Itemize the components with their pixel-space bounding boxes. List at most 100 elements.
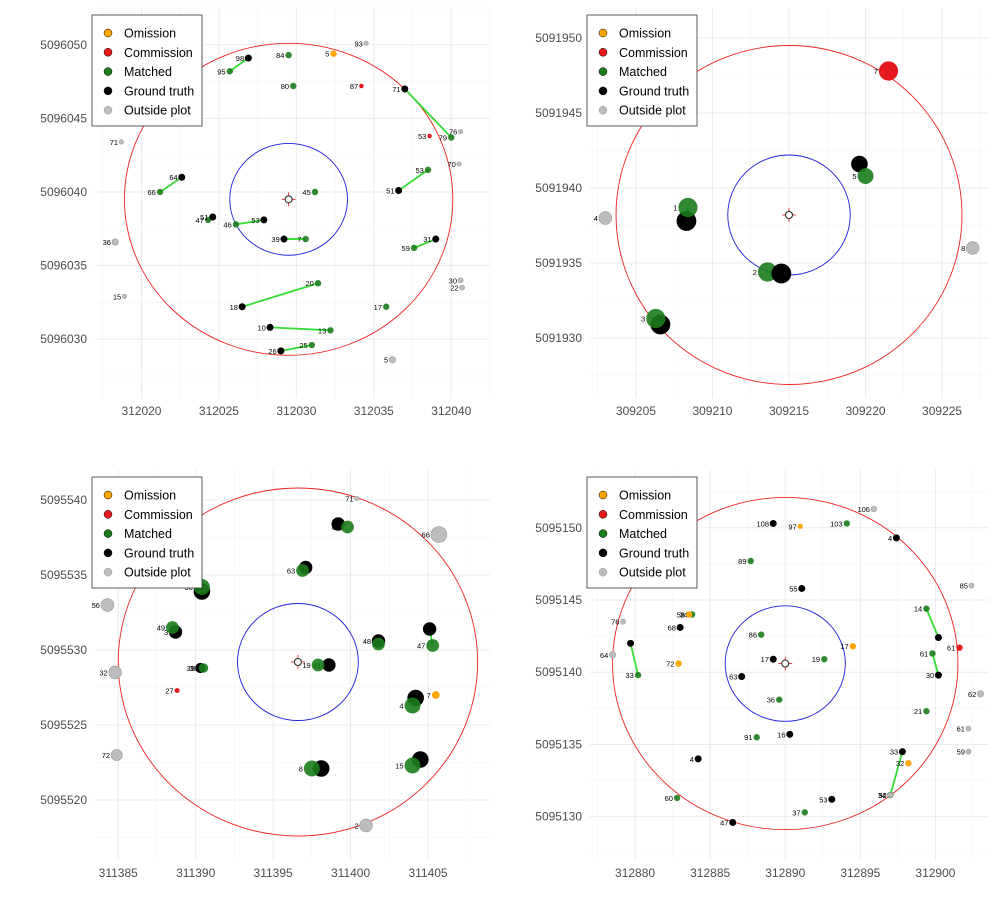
tree-point-matched bbox=[341, 520, 354, 534]
tree-id-label: 39 bbox=[271, 235, 279, 244]
tree-point-gt bbox=[934, 671, 942, 679]
tree-id-label: 36 bbox=[767, 696, 775, 705]
plot-center-marker bbox=[293, 658, 302, 666]
tree-point-gt bbox=[786, 730, 794, 738]
tree-point-commission bbox=[427, 133, 432, 139]
x-tick-label: 312030 bbox=[276, 404, 316, 418]
panel-bottom-right: 312880 312885 312890 312895 312900 5095130 509… bbox=[535, 470, 988, 880]
plot-center-marker bbox=[781, 659, 790, 668]
tree-id-label: 36 bbox=[103, 238, 111, 247]
tree-id-label: 49 bbox=[157, 624, 165, 633]
x-tick-label: 309225 bbox=[922, 404, 962, 418]
tree-point-gt bbox=[280, 235, 288, 243]
match-line bbox=[229, 57, 249, 73]
panel-bottom-left: 311385 311390 311395 311400 311405 5095520 509… bbox=[40, 470, 490, 880]
y-tick-label: 5096035 bbox=[40, 259, 87, 273]
tree-point-gt bbox=[769, 655, 777, 663]
legend: Omission Commission Matched Ground truth Out… bbox=[91, 476, 203, 589]
tree-id-label: 51 bbox=[200, 213, 208, 222]
match-line bbox=[159, 176, 183, 193]
tree-id-label: 14 bbox=[914, 605, 922, 614]
tree-point-outside bbox=[388, 356, 396, 364]
x-tick-label: 312040 bbox=[431, 404, 471, 418]
tree-point-matched bbox=[801, 809, 808, 816]
legend-matched-label: Matched bbox=[124, 527, 172, 541]
tree-point-matched bbox=[821, 656, 828, 663]
tree-point-omission bbox=[849, 643, 857, 650]
tree-id-label: 71 bbox=[392, 85, 400, 94]
tree-id-label: 46 bbox=[223, 220, 231, 229]
tree-id-label: 32 bbox=[99, 669, 107, 678]
legend-gt-label: Ground truth bbox=[124, 546, 194, 560]
tree-point-outside bbox=[459, 284, 465, 291]
tree-point-omission bbox=[905, 760, 912, 767]
tree-id-label: 4 bbox=[399, 702, 403, 711]
tree-point-matched bbox=[290, 82, 297, 90]
tree-id-label: 8 bbox=[961, 244, 965, 253]
x-tick-label: 312035 bbox=[354, 404, 394, 418]
x-tick-label: 312880 bbox=[615, 866, 655, 880]
tree-id-label: 62 bbox=[968, 690, 976, 699]
tree-id-label: 5 bbox=[325, 50, 329, 59]
tree-id-label: 5 bbox=[384, 356, 388, 365]
tree-id-label: 85 bbox=[960, 582, 968, 591]
tree-id-label: 18 bbox=[230, 303, 238, 312]
tree-point-gt bbox=[828, 795, 836, 803]
tree-id-label: 37 bbox=[792, 808, 800, 817]
tree-id-label: 61 bbox=[957, 725, 965, 734]
legend-commission-marker bbox=[103, 510, 113, 519]
tree-point-matched bbox=[327, 327, 334, 334]
legend-matched-marker bbox=[103, 529, 113, 538]
tree-point-outside bbox=[359, 818, 373, 833]
tree-id-label: 98 bbox=[236, 54, 244, 63]
plot-center-marker bbox=[284, 195, 293, 204]
tree-id-label: 103 bbox=[830, 519, 843, 528]
tree-point-outside bbox=[965, 725, 972, 732]
tree-id-label: 1 bbox=[673, 204, 677, 213]
tree-point-matched bbox=[410, 244, 418, 252]
tree-point-gt bbox=[260, 216, 268, 224]
tree-point-gt bbox=[771, 263, 792, 284]
tree-point-outside bbox=[108, 665, 122, 680]
x-tick-label: 309210 bbox=[692, 404, 732, 418]
tree-point-gt bbox=[178, 173, 186, 181]
tree-point-gt bbox=[694, 755, 702, 763]
tree-point-outside bbox=[976, 690, 984, 698]
legend-matched-marker bbox=[103, 67, 113, 76]
inner-plot-circle bbox=[229, 142, 348, 256]
tree-id-label: 31 bbox=[423, 235, 431, 244]
x-tick-label: 312890 bbox=[765, 866, 805, 880]
tree-id-label: 76 bbox=[611, 618, 619, 627]
tree-point-gt bbox=[401, 85, 409, 93]
legend-commission-label: Commission bbox=[619, 46, 688, 60]
tree-point-commission bbox=[956, 644, 963, 651]
match-line bbox=[889, 751, 904, 796]
x-tick-label: 312020 bbox=[121, 404, 161, 418]
y-tick-label: 5095130 bbox=[535, 810, 582, 824]
legend-commission-marker bbox=[598, 510, 608, 519]
tree-point-gt bbox=[277, 347, 285, 355]
tree-id-label: 32 bbox=[896, 759, 904, 768]
tree-id-label: 10 bbox=[257, 323, 265, 332]
tree-id-label: 17 bbox=[374, 303, 382, 312]
match-line bbox=[280, 344, 313, 352]
tree-id-label: 86 bbox=[749, 631, 757, 640]
tree-point-matched bbox=[857, 168, 874, 184]
tree-point-outside bbox=[118, 139, 124, 145]
legend-omission-marker bbox=[598, 28, 608, 38]
legend-outside-marker bbox=[103, 567, 113, 577]
tree-id-label: 30 bbox=[926, 671, 934, 680]
legend-omission-label: Omission bbox=[619, 489, 671, 503]
y-tick-label: 5091950 bbox=[535, 31, 582, 45]
match-line bbox=[931, 653, 940, 676]
match-line bbox=[413, 238, 437, 249]
tree-id-label: 80 bbox=[281, 82, 289, 91]
tree-id-label: 21 bbox=[914, 707, 922, 716]
legend-gt-marker bbox=[103, 86, 113, 96]
y-tick-label: 5091945 bbox=[535, 106, 582, 120]
tree-point-gt bbox=[244, 54, 252, 62]
legend-outside-label: Outside plot bbox=[124, 566, 191, 580]
tree-id-label: 65 bbox=[332, 523, 340, 532]
tree-point-matched bbox=[311, 658, 325, 672]
tree-id-label: 91 bbox=[744, 733, 752, 742]
